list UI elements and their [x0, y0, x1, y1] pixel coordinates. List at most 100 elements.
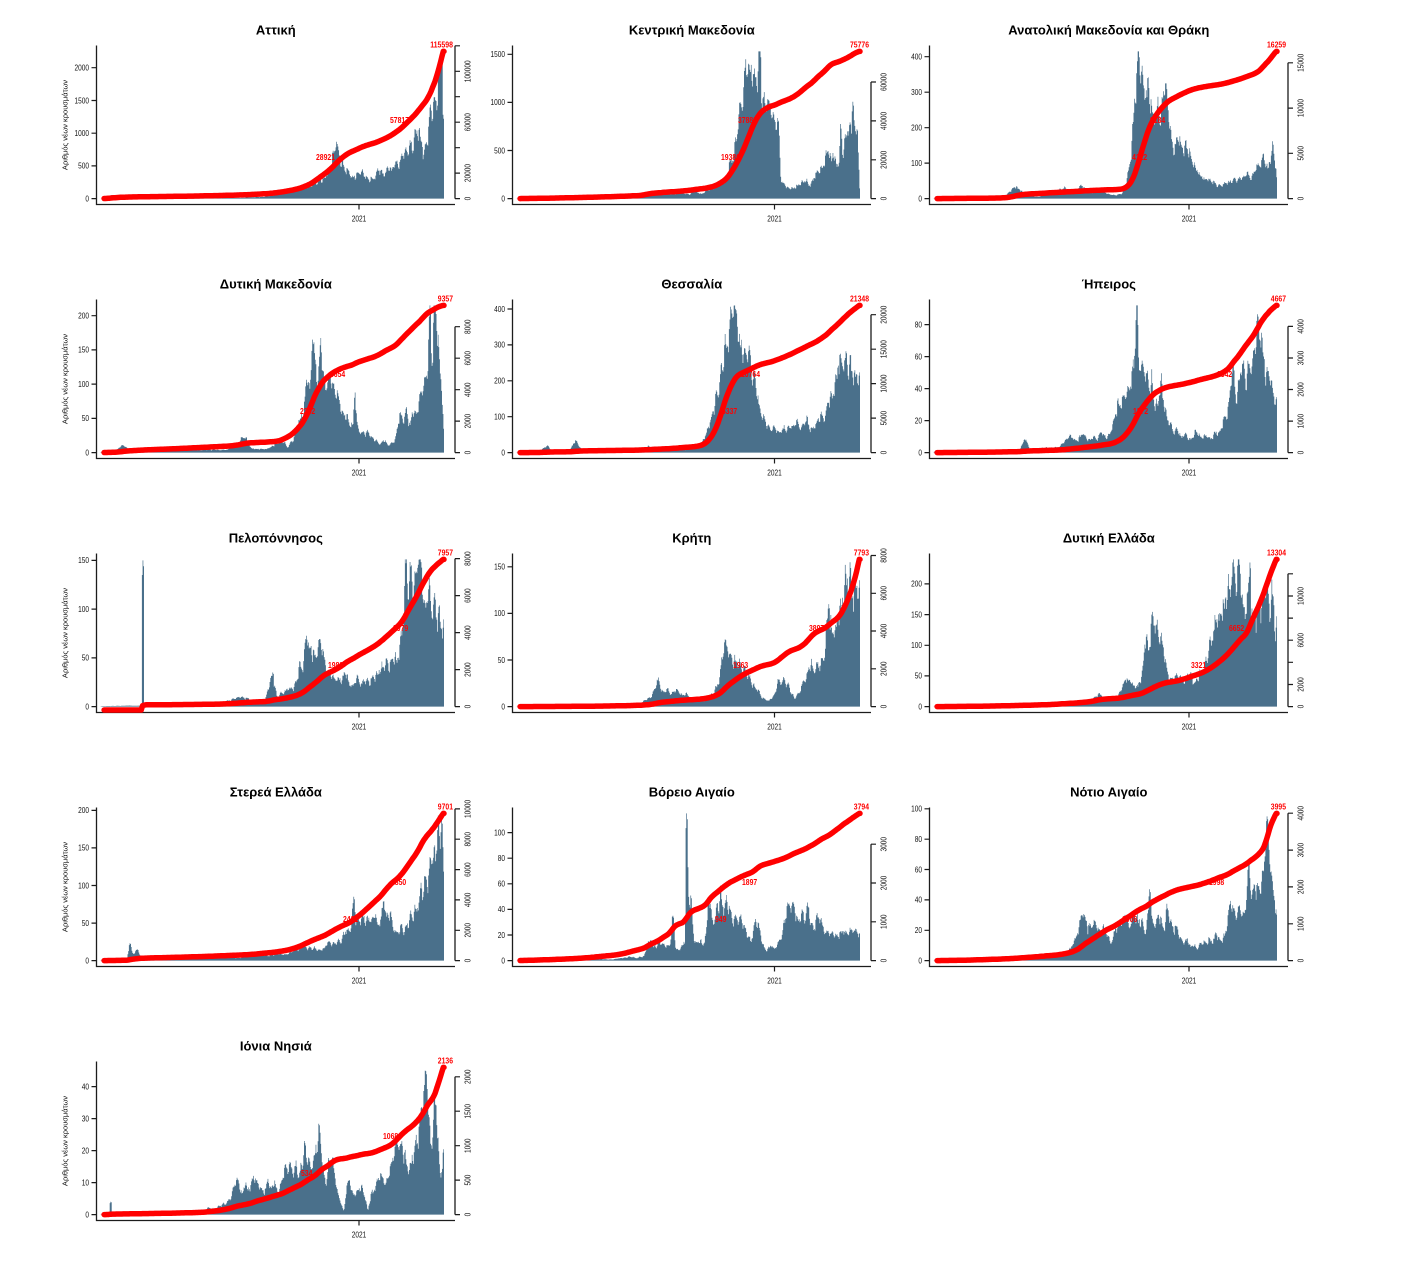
svg-text:200: 200 [911, 124, 922, 133]
svg-text:100: 100 [494, 828, 505, 837]
svg-text:1000: 1000 [1296, 916, 1305, 931]
svg-text:5337: 5337 [722, 406, 737, 416]
svg-text:150: 150 [911, 610, 922, 619]
svg-text:4667: 4667 [1271, 293, 1286, 303]
svg-text:50: 50 [82, 654, 90, 663]
svg-text:4000: 4000 [1296, 806, 1305, 821]
svg-text:0: 0 [879, 450, 888, 454]
svg-text:Ήπειρος: Ήπειρος [1082, 277, 1136, 292]
svg-text:Ανατολική Μακεδονία και Θράκη: Ανατολική Μακεδονία και Θράκη [1008, 23, 1209, 38]
svg-text:1897: 1897 [742, 877, 757, 887]
svg-text:9357: 9357 [438, 293, 453, 303]
svg-text:2342: 2342 [1217, 369, 1232, 379]
svg-text:4000: 4000 [463, 382, 472, 397]
svg-text:2000: 2000 [463, 662, 472, 677]
svg-text:0: 0 [879, 196, 888, 200]
svg-text:400: 400 [911, 53, 922, 62]
svg-text:10000: 10000 [1296, 587, 1305, 606]
svg-text:100: 100 [494, 609, 505, 618]
svg-text:0: 0 [501, 702, 505, 711]
svg-text:60: 60 [498, 880, 506, 889]
svg-text:5000: 5000 [1296, 146, 1305, 161]
svg-text:6000: 6000 [463, 588, 472, 603]
svg-text:1500: 1500 [463, 1104, 472, 1119]
svg-text:3000: 3000 [1296, 842, 1305, 857]
svg-text:1963: 1963 [733, 660, 748, 670]
svg-text:2352: 2352 [300, 406, 315, 416]
svg-text:2000: 2000 [75, 64, 90, 73]
svg-text:0: 0 [501, 956, 505, 965]
svg-text:75776: 75776 [850, 39, 869, 49]
svg-text:8184: 8184 [1150, 115, 1165, 125]
svg-text:Νότιο Αιγαίο: Νότιο Αιγαίο [1070, 785, 1147, 800]
svg-text:Αριθμός νέων κρουσμάτων: Αριθμός νέων κρουσμάτων [61, 1096, 70, 1186]
svg-text:0: 0 [501, 448, 505, 457]
svg-text:1000: 1000 [463, 1138, 472, 1153]
svg-text:0: 0 [85, 194, 89, 203]
svg-text:Κρήτη: Κρήτη [672, 531, 711, 546]
svg-text:50: 50 [82, 414, 90, 423]
svg-text:0: 0 [85, 448, 89, 457]
svg-text:2021: 2021 [352, 469, 367, 478]
svg-text:115598: 115598 [430, 39, 453, 49]
svg-text:Βόρειο Αιγαίο: Βόρειο Αιγαίο [649, 785, 735, 800]
svg-text:3794: 3794 [854, 801, 869, 811]
svg-text:10000: 10000 [1296, 99, 1305, 118]
svg-text:6652: 6652 [1229, 623, 1244, 633]
svg-text:40: 40 [82, 1082, 90, 1091]
svg-text:40: 40 [915, 896, 923, 905]
svg-text:2421: 2421 [343, 914, 358, 924]
svg-text:150: 150 [494, 563, 505, 572]
svg-text:7793: 7793 [854, 547, 869, 557]
svg-text:Πελοπόννησος: Πελοπόννησος [229, 531, 323, 546]
svg-text:28921: 28921 [316, 152, 335, 162]
svg-text:0: 0 [463, 196, 472, 200]
svg-text:1172: 1172 [1133, 406, 1148, 416]
svg-text:0: 0 [1296, 958, 1305, 962]
svg-text:Αριθμός νέων κρουσμάτων: Αριθμός νέων κρουσμάτων [61, 842, 70, 932]
svg-text:50: 50 [915, 672, 923, 681]
svg-text:3000: 3000 [879, 837, 888, 852]
svg-text:80: 80 [498, 854, 506, 863]
svg-text:Αττική: Αττική [256, 23, 296, 38]
svg-text:1006: 1006 [1122, 914, 1137, 924]
svg-text:200: 200 [78, 312, 89, 321]
svg-text:20: 20 [498, 931, 506, 940]
svg-text:2000: 2000 [879, 875, 888, 890]
svg-text:2000: 2000 [463, 413, 472, 428]
svg-text:2021: 2021 [352, 977, 367, 986]
svg-text:4000: 4000 [463, 892, 472, 907]
svg-text:50: 50 [498, 656, 506, 665]
svg-text:0: 0 [879, 958, 888, 962]
svg-text:10000: 10000 [463, 799, 472, 818]
svg-text:1983: 1983 [328, 660, 343, 670]
svg-text:Στερεά Ελλάδα: Στερεά Ελλάδα [230, 785, 322, 800]
svg-text:4000: 4000 [879, 623, 888, 638]
svg-text:7957: 7957 [438, 547, 453, 557]
svg-text:3321: 3321 [1191, 660, 1206, 670]
svg-text:2021: 2021 [352, 1231, 367, 1240]
svg-text:100: 100 [78, 881, 89, 890]
svg-text:4850: 4850 [391, 877, 406, 887]
svg-text:2000: 2000 [1296, 382, 1305, 397]
svg-text:2021: 2021 [767, 215, 782, 224]
svg-text:15000: 15000 [879, 340, 888, 359]
svg-text:60: 60 [915, 865, 923, 874]
svg-text:2000: 2000 [463, 923, 472, 938]
svg-text:100: 100 [78, 380, 89, 389]
svg-text:0: 0 [85, 956, 89, 965]
svg-text:Αριθμός νέων κρουσμάτων: Αριθμός νέων κρουσμάτων [61, 588, 70, 678]
svg-text:2000: 2000 [463, 1069, 472, 1084]
svg-text:0: 0 [879, 704, 888, 708]
svg-text:3897: 3897 [809, 623, 824, 633]
svg-text:0: 0 [85, 1210, 89, 1219]
svg-text:8000: 8000 [463, 551, 472, 566]
svg-text:0: 0 [918, 448, 922, 457]
svg-text:200: 200 [911, 580, 922, 589]
svg-text:0: 0 [463, 1212, 472, 1216]
svg-text:300: 300 [911, 88, 922, 97]
svg-text:2000: 2000 [1296, 879, 1305, 894]
svg-text:4654: 4654 [330, 369, 345, 379]
svg-text:1000: 1000 [491, 98, 506, 107]
svg-text:0: 0 [501, 194, 505, 203]
